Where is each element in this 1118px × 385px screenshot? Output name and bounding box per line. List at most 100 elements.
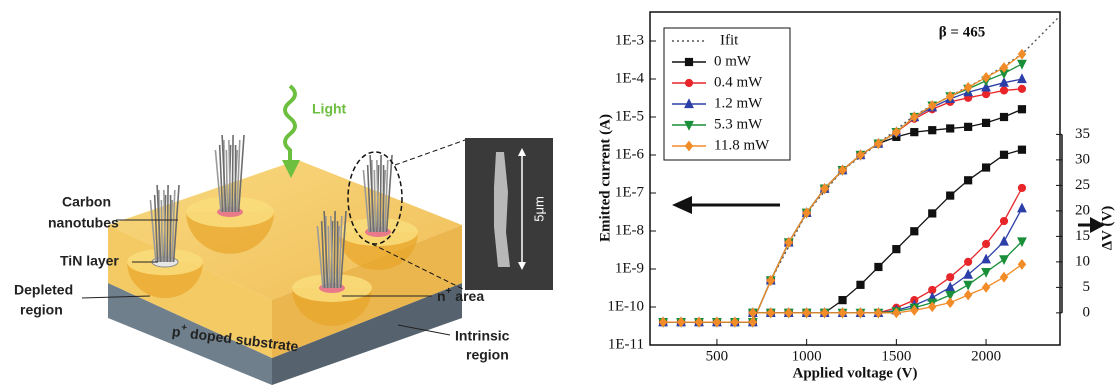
marker xyxy=(928,100,937,111)
n-area-base: n xyxy=(437,288,446,304)
marker xyxy=(981,281,991,293)
marker xyxy=(964,122,973,131)
depleted-label: region xyxy=(20,302,63,318)
legend-label: 11.8 mW xyxy=(714,137,770,153)
marker xyxy=(999,255,1009,266)
marker xyxy=(1017,259,1027,270)
left-arrowhead xyxy=(672,196,692,214)
nanotube xyxy=(362,169,370,233)
series-line xyxy=(770,17,1059,281)
marker xyxy=(1017,59,1027,70)
nanotube xyxy=(218,144,224,213)
y-tick-label: 1E-4 xyxy=(615,70,645,86)
marker xyxy=(684,57,694,67)
tin-label: TiN layer xyxy=(60,253,119,269)
marker xyxy=(928,209,937,218)
leader xyxy=(397,324,451,336)
marker xyxy=(910,304,919,316)
nanotube xyxy=(231,134,234,213)
n-area-label: n+ area xyxy=(437,286,484,304)
right-arrowhead xyxy=(1090,217,1105,233)
y2-tick-label: 35 xyxy=(1075,126,1090,142)
marker xyxy=(946,273,955,282)
legend-label: 0.4 mW xyxy=(714,74,763,90)
marker xyxy=(1017,237,1027,248)
legend-box xyxy=(663,27,791,161)
nanotube xyxy=(228,139,232,213)
nanotube xyxy=(339,210,347,289)
marker xyxy=(946,124,955,133)
x-tick-label: 1500 xyxy=(881,348,911,364)
y-tick-label: 1E-11 xyxy=(608,336,644,352)
marker xyxy=(676,316,686,328)
substrate-label-sup: + xyxy=(181,322,188,334)
marker xyxy=(981,81,991,92)
marker xyxy=(820,307,829,319)
marker xyxy=(910,227,919,236)
marker xyxy=(999,112,1009,122)
marker xyxy=(946,191,955,200)
y-tick-label: 1E-5 xyxy=(615,108,644,124)
marker xyxy=(748,307,758,319)
y2-tick-label: 25 xyxy=(1075,177,1090,193)
nanotube-label: Carbon xyxy=(62,194,111,210)
marker xyxy=(684,140,694,152)
marker xyxy=(856,307,865,319)
intrinsic-label: region xyxy=(466,347,509,363)
nanotube xyxy=(316,225,324,289)
nanotube xyxy=(366,164,372,233)
marker xyxy=(964,257,973,266)
marker xyxy=(766,275,775,286)
marker xyxy=(838,164,847,176)
scale-arrowhead xyxy=(518,262,526,270)
annotation: β = 465 xyxy=(939,24,985,40)
marker xyxy=(963,289,973,301)
marker xyxy=(1017,202,1027,213)
nanotube xyxy=(160,199,164,263)
nanotube xyxy=(369,154,375,233)
light-wave xyxy=(283,84,297,160)
marker xyxy=(999,150,1009,159)
marker xyxy=(802,307,811,319)
y2-tick-label: 20 xyxy=(1075,202,1090,218)
nanotube xyxy=(330,215,334,289)
plot-area xyxy=(658,17,1059,328)
nanotube xyxy=(333,210,336,289)
marker xyxy=(784,237,793,248)
marker xyxy=(802,207,811,219)
y2-tick-label: 30 xyxy=(1075,151,1090,167)
substrate-label-base: p xyxy=(171,323,181,340)
marker xyxy=(766,307,775,319)
y-tick-label: 1E-3 xyxy=(615,32,644,48)
marker xyxy=(981,163,991,172)
marker xyxy=(999,235,1009,246)
y-tick-label: 1E-10 xyxy=(607,298,644,314)
y2-tick-label: 0 xyxy=(1083,304,1091,320)
nanotube xyxy=(214,149,222,213)
nanotube xyxy=(385,154,393,233)
x-tick-label: 2000 xyxy=(971,348,1001,364)
marker xyxy=(981,253,991,264)
nanotube xyxy=(153,194,159,263)
y2-axis-label: ΔV (V) xyxy=(1099,206,1115,251)
marker xyxy=(694,316,704,328)
marker xyxy=(730,316,740,328)
marker xyxy=(981,267,991,278)
marker xyxy=(981,239,991,249)
y-tick-label: 1E-9 xyxy=(615,260,644,276)
n-area-rest: area xyxy=(451,288,484,304)
marker xyxy=(999,62,1009,73)
y2-tick-label: 5 xyxy=(1083,279,1091,295)
nanotube xyxy=(338,215,343,289)
zoom-line xyxy=(394,139,466,166)
marker xyxy=(981,72,991,83)
legend-label: Ifit xyxy=(720,32,739,48)
sem-tubes xyxy=(494,152,510,267)
marker xyxy=(856,149,865,161)
marker xyxy=(981,118,991,127)
marker xyxy=(684,78,694,88)
zoom-ellipse xyxy=(347,151,403,245)
y-axis-label: Emitted current (A) xyxy=(597,114,613,242)
marker xyxy=(999,86,1009,95)
